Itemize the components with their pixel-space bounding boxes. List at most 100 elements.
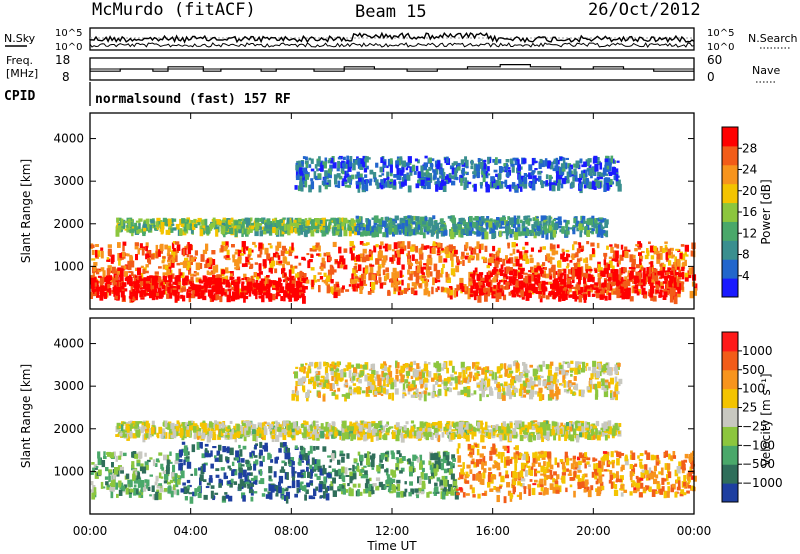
velocity-data (90, 360, 697, 504)
velocity-cbar-tick-0: 1000 (742, 344, 773, 358)
noise-search-line (89, 42, 695, 48)
velocity-colorbar: 1000 500 100 25 −25 −100 −500 −1000 (721, 331, 783, 503)
power-cbar-tick-4: 20 (742, 184, 757, 198)
freq-label-line1: Freq. (6, 54, 33, 67)
velocity-cbar-seg-3 (722, 426, 738, 446)
velocity-axes: 1000 2000 3000 4000 (53, 318, 695, 514)
velocity-band-3 (456, 442, 522, 504)
noise-left-label: N.Sky (4, 32, 36, 45)
power-cbar-seg-4 (722, 202, 738, 222)
date-title: 26/Oct/2012 (588, 0, 701, 20)
power-ytick-2: 3000 (53, 174, 84, 188)
power-cbar-tick-0: 4 (742, 269, 750, 283)
velocity-cbar-seg-5 (722, 388, 738, 409)
cpid-panel: CPID normalsound (fast) 157 RF (4, 82, 291, 107)
velocity-cbar-seg-7 (722, 350, 738, 371)
power-cbar-seg-1 (722, 259, 738, 279)
velocity-cbar-tick-3: 25 (742, 401, 757, 415)
power-cbar-label: Power [dB] (759, 179, 773, 244)
velocity-ytick-3: 4000 (53, 337, 84, 351)
freq-panel: Freq. [MHz] 18 8 60 0 Nave (6, 53, 780, 84)
power-band-5 (90, 274, 308, 304)
velocity-band-2 (329, 450, 459, 500)
noise-right-tick-bottom: 10^0 (707, 42, 734, 53)
velocity-cbar-seg-8 (722, 332, 738, 352)
noise-left-tick-top: 10^5 (55, 28, 82, 39)
noise-left-tick-bottom: 10^0 (55, 42, 82, 53)
power-ytick-1: 2000 (53, 217, 84, 231)
velocity-ytick-1: 2000 (53, 422, 84, 436)
power-band-2 (355, 215, 609, 241)
velocity-band-1 (178, 441, 333, 504)
velocity-band-0 (90, 450, 182, 501)
cpid-label: CPID (4, 89, 35, 104)
velocity-band-4 (517, 450, 697, 500)
velocity-cbar-seg-6 (722, 369, 738, 390)
velocity-cbar-seg-0 (722, 483, 738, 503)
velocity-cbar-tick-4: −25 (742, 419, 767, 433)
power-panel: 1000 2000 3000 4000 Slant Range [km] 4 8 12 16… (19, 112, 773, 310)
noise-right-label: N.Search (748, 32, 798, 45)
power-axes: 1000 2000 3000 4000 (53, 113, 695, 309)
velocity-cbar-tick-7: −1000 (742, 476, 783, 490)
velocity-cbar-label: Velocity [m s⁻¹] (759, 373, 773, 466)
power-cbar-tick-5: 24 (742, 163, 757, 177)
xtick-2: 08:00 (274, 524, 309, 538)
xtick-5: 20:00 (576, 524, 611, 538)
xaxis-label: Time UT (366, 539, 417, 553)
xtick-3: 12:00 (375, 524, 410, 538)
power-colorbar: 4 8 12 16 20 24 28 (721, 126, 757, 298)
beam-title: Beam 15 (355, 2, 427, 22)
power-ytick-0: 1000 (53, 259, 84, 273)
noise-traces (89, 31, 695, 48)
xtick-0: 00:00 (73, 524, 108, 538)
power-cbar-seg-8 (722, 127, 738, 147)
power-ylabel: Slant Range [km] (19, 159, 33, 263)
freq-label-line2: [MHz] (6, 67, 38, 80)
power-cbar-tick-2: 12 (742, 226, 757, 240)
velocity-cbar-seg-4 (722, 407, 738, 427)
power-cbar-seg-2 (722, 240, 738, 260)
freq-tick-top: 18 (55, 53, 70, 67)
noise-right-tick-top: 10^5 (707, 28, 734, 39)
velocity-ylabel: Slant Range [km] (19, 364, 33, 468)
power-cbar-tick-1: 8 (742, 248, 750, 262)
power-cbar-seg-6 (722, 164, 738, 185)
power-cbar-seg-7 (722, 145, 738, 166)
freq-tick-bottom: 8 (62, 70, 70, 84)
noise-sky-line (89, 31, 695, 44)
power-cbar-seg-3 (722, 221, 738, 241)
velocity-panel: 1000 2000 3000 4000 Slant Range [km] 1000 50… (19, 317, 783, 515)
power-cbar-seg-0 (722, 278, 738, 298)
velocity-cbar-seg-2 (722, 445, 738, 465)
velocity-cbar-seg-1 (722, 464, 738, 484)
nave-label: Nave (752, 64, 780, 77)
xtick-1: 04:00 (173, 524, 208, 538)
freq-trace (90, 63, 694, 72)
power-cbar-tick-3: 16 (742, 205, 757, 219)
velocity-band-5 (115, 420, 622, 443)
nave-tick-top: 60 (707, 53, 722, 67)
velocity-cbar-tick-1: 500 (742, 363, 765, 377)
power-cbar-seg-5 (722, 183, 738, 204)
cpid-text: normalsound (fast) 157 RF (95, 92, 291, 107)
velocity-band-6 (291, 360, 623, 402)
xtick-4: 16:00 (475, 524, 510, 538)
velocity-cbar-tick-5: −100 (742, 438, 775, 452)
velocity-cbar-tick-2: 100 (742, 382, 765, 396)
velocity-ytick-2: 3000 (53, 379, 84, 393)
freq-step-line (90, 63, 694, 72)
xtick-6: 00:00 (677, 524, 712, 538)
station-title: McMurdo (fitACF) (92, 0, 256, 20)
power-band-1 (115, 217, 358, 238)
power-ytick-3: 4000 (53, 132, 84, 146)
power-band-3 (294, 155, 622, 194)
power-band-4 (468, 266, 685, 305)
power-data (90, 155, 698, 305)
noise-panel: N.Sky 10^5 10^0 10^5 10^0 N.Search (4, 27, 798, 53)
velocity-cbar-tick-6: −500 (742, 457, 775, 471)
nave-tick-bottom: 0 (707, 70, 715, 84)
velocity-ytick-0: 1000 (53, 464, 84, 478)
time-axis: 00:00 04:00 08:00 12:00 16:00 20:00 00:00 (73, 524, 712, 538)
